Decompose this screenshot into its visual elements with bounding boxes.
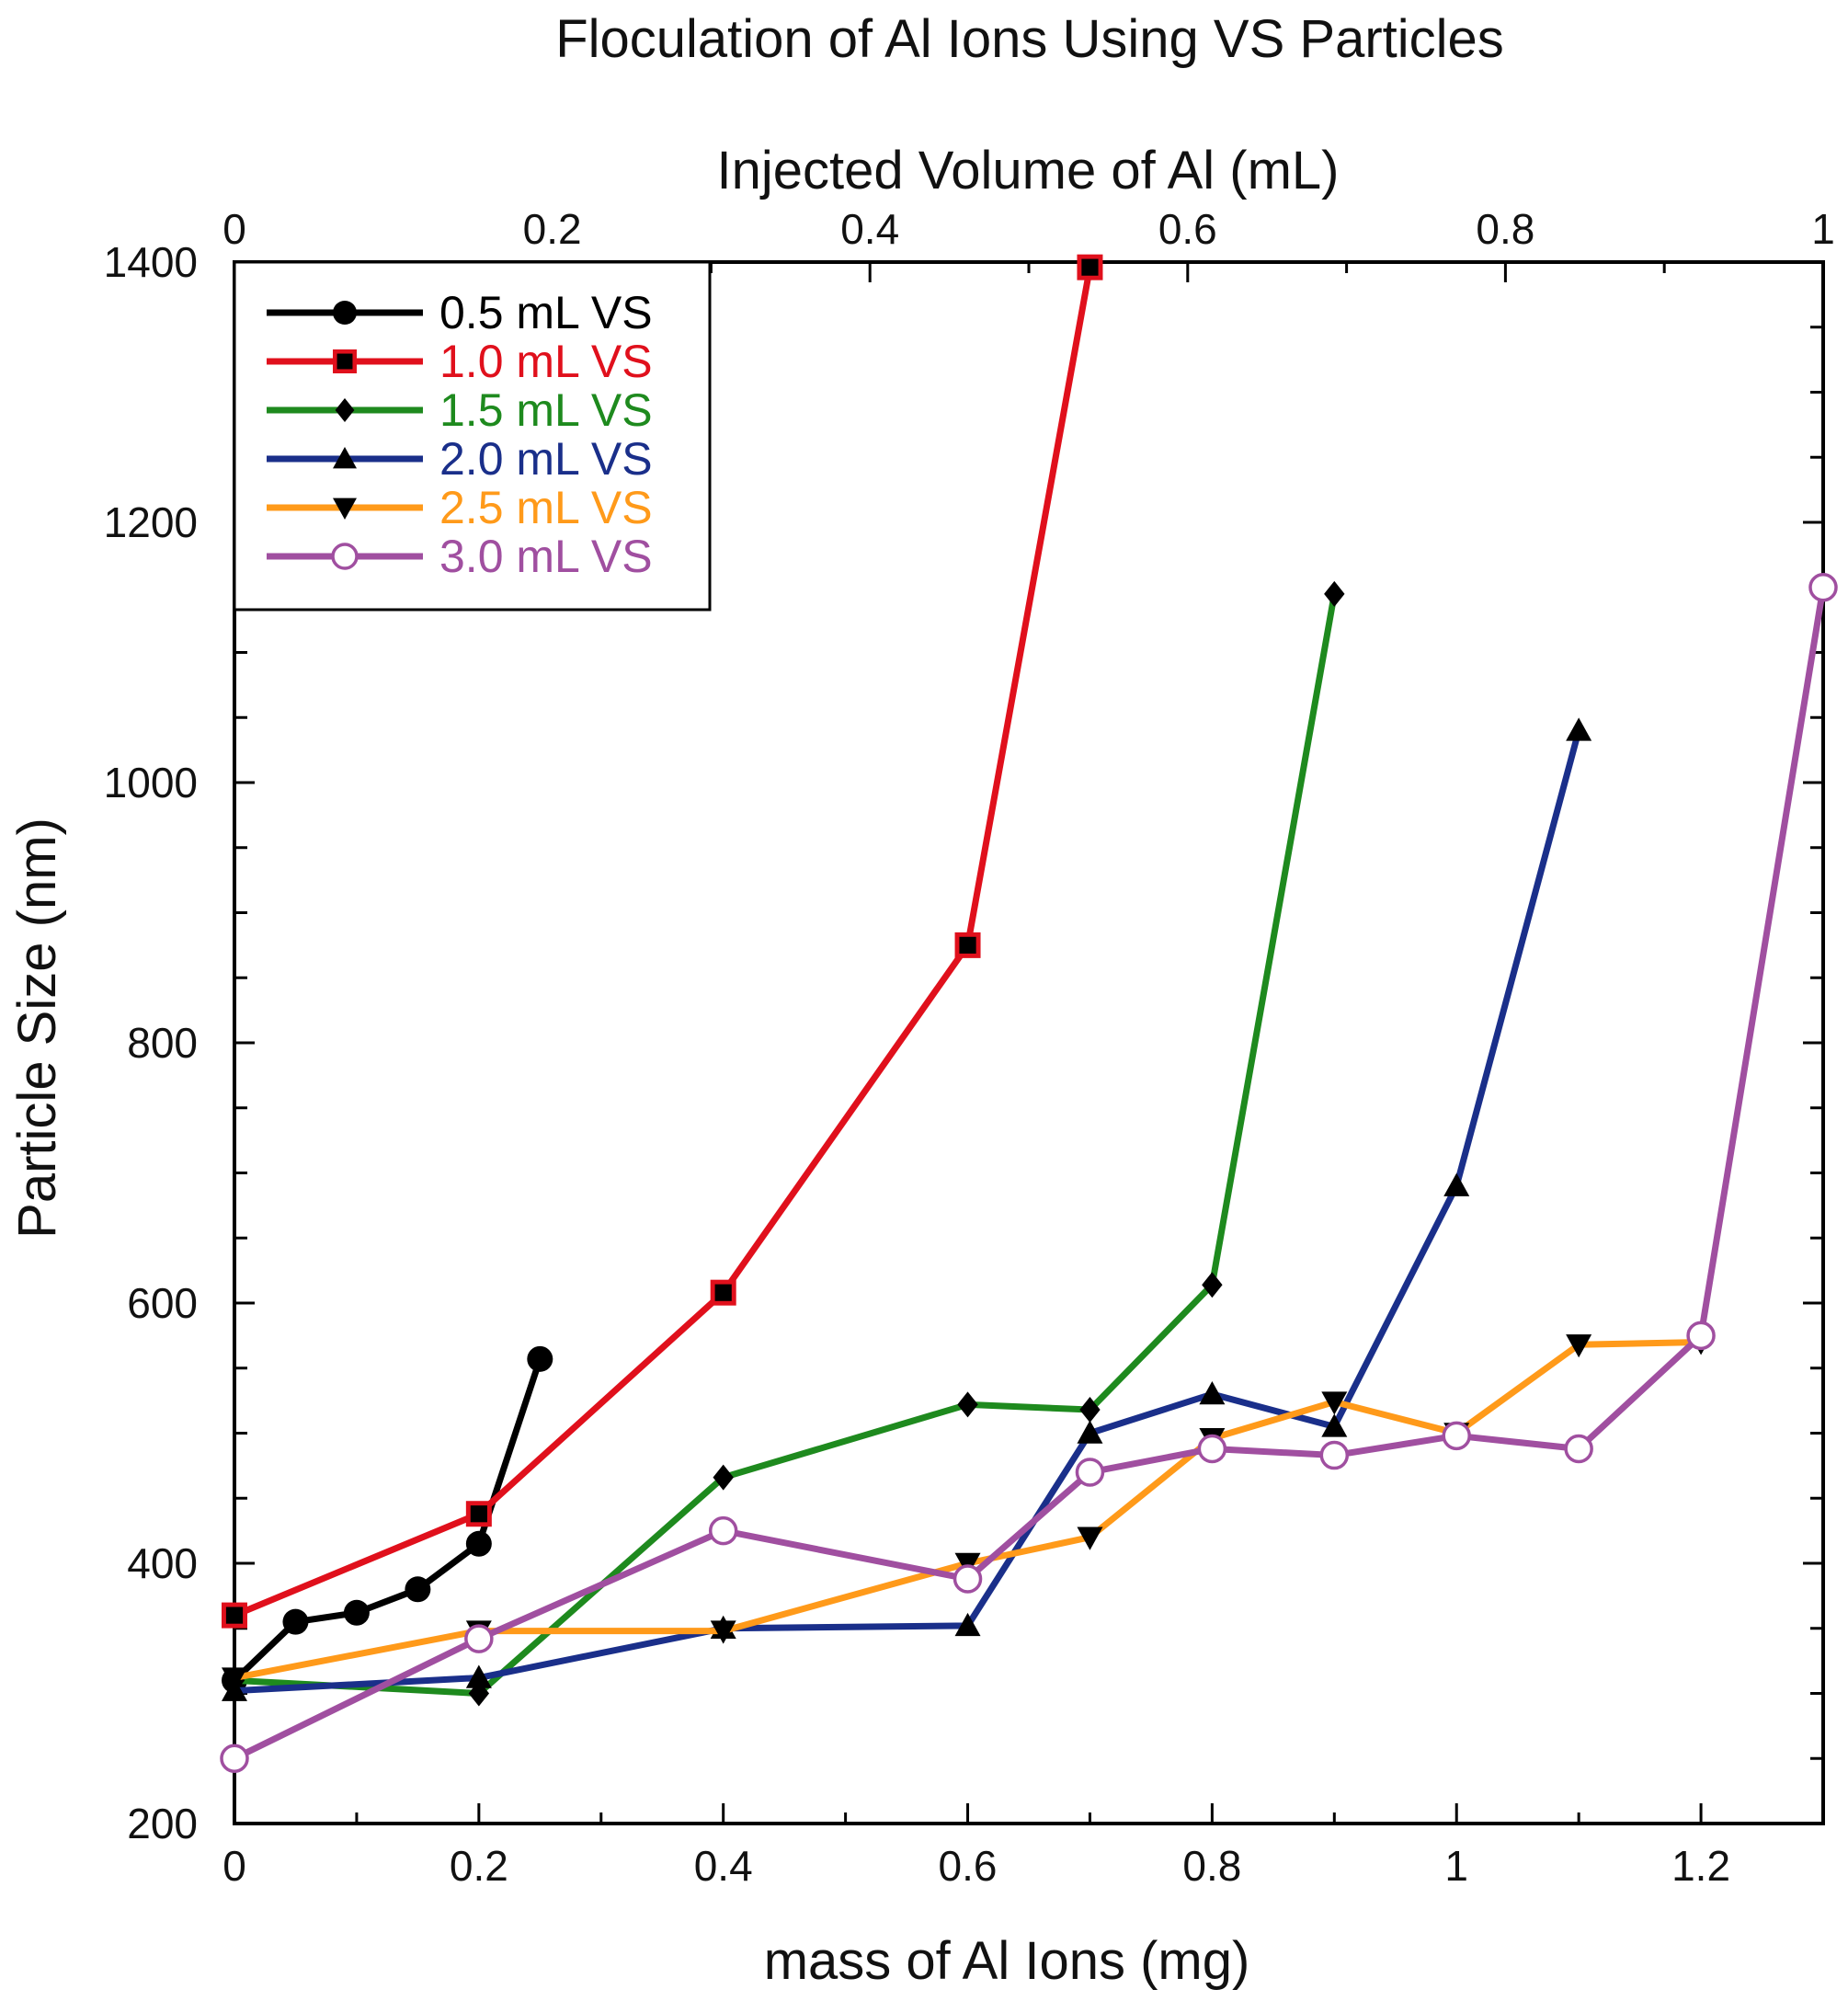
series-3-0-ml-vs (220, 573, 1838, 1773)
x2-tick-label: 0.4 (840, 205, 899, 253)
legend-items: 0.5 mL VS1.0 mL VS1.5 mL VS2.0 mL VS2.5 … (267, 287, 653, 582)
data-point (282, 1608, 309, 1635)
legend-item: 1.5 mL VS (267, 384, 653, 436)
data-point (464, 1624, 494, 1653)
x2-tick-label: 0.8 (1476, 205, 1534, 253)
data-point (1077, 1526, 1103, 1550)
data-point (708, 1515, 738, 1546)
x-tick-label: 0.6 (939, 1842, 998, 1890)
x2-tick-label: 0.6 (1158, 205, 1217, 253)
legend-label: 2.0 mL VS (439, 433, 653, 485)
legend-marker (333, 497, 357, 520)
data-point (343, 1599, 370, 1626)
data-point (713, 1464, 734, 1491)
data-point-core (959, 936, 976, 954)
data-point (1686, 1321, 1716, 1351)
y-tick-label: 1400 (104, 238, 198, 286)
top-axis-label: Injected Volume of Al (mL) (717, 141, 1340, 200)
series-line (234, 1338, 1702, 1681)
legend-item: 0.5 mL VS (267, 287, 653, 338)
data-point (405, 1576, 431, 1603)
legend-marker (331, 543, 359, 570)
legend-item: 2.0 mL VS (267, 433, 653, 485)
legend-label: 1.0 mL VS (439, 336, 653, 387)
data-point (222, 1667, 247, 1691)
data-point (710, 1620, 736, 1644)
series-line (234, 729, 1582, 1695)
x-axis-label: mass of Al Ions (mg) (764, 1931, 1250, 1991)
data-point (954, 1612, 981, 1637)
series-line (234, 593, 1338, 1697)
data-point (527, 1345, 553, 1372)
data-point (1075, 1458, 1105, 1487)
legend-marker (333, 301, 357, 325)
y-tick-label: 400 (127, 1539, 198, 1587)
legend-label: 1.5 mL VS (439, 384, 653, 436)
x-tick-label: 0.4 (694, 1842, 753, 1890)
data-point (1324, 580, 1345, 607)
series-2-0-ml-vs (222, 717, 1592, 1701)
legend: 0.5 mL VS1.0 mL VS1.5 mL VS2.0 mL VS2.5 … (233, 260, 712, 612)
legend-marker (333, 447, 357, 469)
data-point (220, 1744, 249, 1773)
data-point-core (714, 1284, 732, 1301)
y-tick-label: 200 (127, 1800, 198, 1847)
data-point-core (225, 1607, 244, 1624)
data-point (465, 1664, 492, 1688)
legend-item: 2.5 mL VS (267, 482, 653, 533)
y-tick-label: 1000 (104, 759, 198, 806)
series-2-5-ml-vs (222, 1332, 1715, 1691)
data-point (1079, 1397, 1101, 1424)
x-tick-label: 0.8 (1182, 1842, 1241, 1890)
data-point (1564, 1434, 1593, 1464)
x2-tick-label: 0 (222, 205, 246, 253)
data-point (1199, 1381, 1226, 1405)
legend-box (233, 260, 712, 612)
data-point (1197, 1434, 1227, 1464)
series-layer (220, 254, 1838, 1773)
legend-item: 1.0 mL VS (267, 336, 653, 387)
data-point (1321, 1413, 1348, 1437)
y-tick-label: 1200 (104, 498, 198, 546)
series-1-0-ml-vs (222, 254, 1103, 1629)
series-0-5-ml-vs (222, 1345, 553, 1694)
series-1-5-ml-vs (223, 580, 1345, 1707)
data-point-core (470, 1505, 487, 1523)
data-point (953, 1564, 983, 1594)
legend-label: 3.0 mL VS (439, 531, 653, 582)
y-tick-label: 600 (127, 1279, 198, 1327)
data-point (1442, 1421, 1471, 1451)
y-axis-label: Particle Size (nm) (7, 818, 67, 1239)
legend-label: 2.5 mL VS (439, 482, 653, 533)
x-tick-label: 0 (222, 1842, 246, 1890)
x-tick-label: 1.2 (1671, 1842, 1730, 1890)
legend-marker-core (337, 353, 353, 370)
data-point (1443, 1172, 1470, 1196)
series-line (233, 587, 1827, 1762)
chart-title: Floculation of Al Ions Using VS Particle… (555, 9, 1504, 69)
legend-marker (335, 398, 355, 422)
x-tick-label: 1 (1444, 1842, 1468, 1890)
data-point (1202, 1272, 1223, 1298)
data-point (1566, 1334, 1592, 1358)
data-point (465, 1530, 492, 1557)
data-point (1319, 1440, 1350, 1470)
data-point (1808, 573, 1838, 602)
legend-item: 3.0 mL VS (267, 531, 653, 582)
x2-tick-label: 0.2 (523, 205, 582, 253)
data-point (957, 1391, 978, 1418)
legend-label: 0.5 mL VS (439, 287, 653, 338)
y-tick-label: 800 (127, 1019, 198, 1067)
data-point (1566, 717, 1592, 741)
data-point-core (1081, 258, 1099, 276)
axis-ticks: 0 0.2 0.4 0.6 0.8 1 1.20 0.2 0.4 0.6 0.8 1200400600… (104, 205, 1835, 1890)
x2-tick-label: 1 (1811, 205, 1835, 253)
data-point (1321, 1391, 1348, 1415)
x-tick-label: 0.2 (450, 1842, 508, 1890)
data-point (1077, 1420, 1103, 1444)
